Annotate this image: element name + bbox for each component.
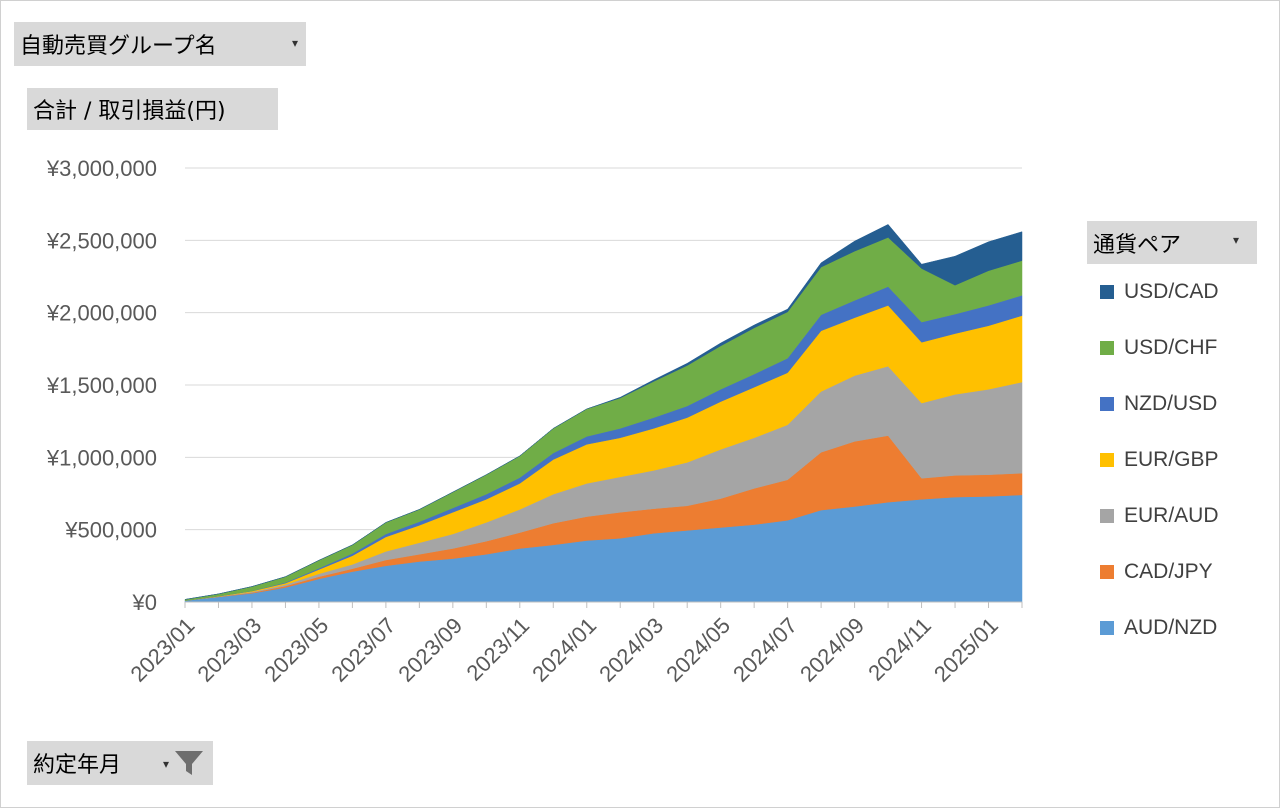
legend-swatch	[1100, 453, 1114, 467]
legend-swatch	[1100, 341, 1114, 355]
legend-label: USD/CAD	[1124, 280, 1219, 303]
legend-item[interactable]: USD/CHF	[1100, 336, 1217, 360]
legend-label: NZD/USD	[1124, 392, 1218, 415]
value-field-label: 合計 / 取引損益(円)	[33, 99, 226, 124]
date-filter-label: 約定年月	[33, 753, 122, 778]
dropdown-arrow-icon: ▾	[163, 757, 170, 771]
group-filter-label: 自動売買グループ名	[20, 34, 217, 59]
date-filter-button[interactable]: 約定年月 ▾	[27, 741, 213, 785]
legend-item[interactable]: EUR/AUD	[1100, 504, 1219, 528]
legend-item[interactable]: USD/CAD	[1100, 280, 1219, 304]
legend-item[interactable]: NZD/USD	[1100, 392, 1217, 416]
legend-label: EUR/AUD	[1124, 504, 1219, 527]
currency-pair-filter-button[interactable]: 通貨ペア ▾	[1087, 221, 1257, 264]
currency-pair-filter-label: 通貨ペア	[1093, 232, 1182, 258]
legend-label: CAD/JPY	[1124, 560, 1213, 583]
group-filter-button[interactable]: 自動売買グループ名 ▾	[14, 22, 306, 66]
value-field-button[interactable]: 合計 / 取引損益(円)	[27, 88, 278, 130]
legend-item[interactable]: AUD/NZD	[1100, 616, 1217, 640]
legend-item[interactable]: EUR/GBP	[1100, 448, 1219, 472]
dropdown-arrow-icon: ▾	[1233, 233, 1240, 247]
dropdown-arrow-icon: ▾	[292, 36, 299, 50]
legend-label: EUR/GBP	[1124, 448, 1219, 471]
legend-label: AUD/NZD	[1124, 616, 1218, 639]
legend-swatch	[1100, 621, 1114, 635]
legend-swatch	[1100, 285, 1114, 299]
legend-swatch	[1100, 397, 1114, 411]
legend-label: USD/CHF	[1124, 336, 1218, 359]
legend-swatch	[1100, 565, 1114, 579]
filter-funnel-icon	[175, 751, 203, 775]
legend-swatch	[1100, 509, 1114, 523]
legend-item[interactable]: CAD/JPY	[1100, 560, 1213, 584]
